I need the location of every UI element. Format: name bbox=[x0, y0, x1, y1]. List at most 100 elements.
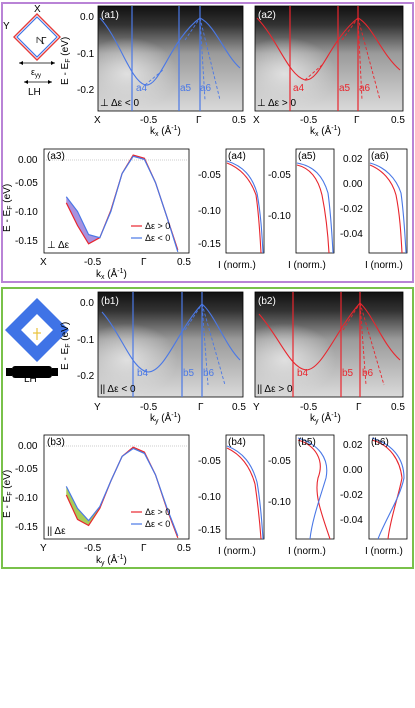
panel-a1: (a1) a4 a5 a6 ⊥ Δε < 0 0.0 -0.1 -0.2 E -… bbox=[60, 5, 246, 138]
a2-cut-a5: a5 bbox=[339, 83, 351, 94]
a2-xtick-3: 0.5 bbox=[391, 115, 405, 126]
a6-xlabel: I (norm.) bbox=[365, 260, 403, 271]
a3-xtick-2: Γ bbox=[141, 257, 147, 268]
panel-a3: (a3) ⊥ Δε Δε > 0 Δε < 0 0.00 -0.05 -0.10… bbox=[2, 148, 191, 281]
a3-label: (a3) bbox=[47, 151, 65, 162]
a3-xtick-0: X bbox=[40, 257, 47, 268]
b3-legend-pos: Δε > 0 bbox=[145, 507, 170, 517]
b1-cut-b6: b6 bbox=[203, 368, 215, 379]
b2-cut-b5: b5 bbox=[342, 368, 354, 379]
a4-ytick-1: -0.10 bbox=[198, 206, 221, 217]
a2-label: (a2) bbox=[258, 10, 276, 21]
a4-ytick-2: -0.15 bbox=[198, 239, 221, 250]
a3-legend-neg: Δε < 0 bbox=[145, 233, 170, 243]
b5-xlabel: I (norm.) bbox=[288, 546, 326, 557]
b2-label: (b2) bbox=[258, 296, 276, 307]
a3-ytick-0: 0.00 bbox=[18, 155, 38, 166]
panel-b2: (b2) b4 b5 b6 || Δε > 0 Y -0.5 Γ 0.5 ky … bbox=[253, 291, 405, 425]
panel-b1: (b1) b4 b5 b6 || Δε < 0 0.0 -0.1 -0.2 E … bbox=[60, 291, 246, 425]
b6-ytick-2: -0.02 bbox=[340, 490, 363, 501]
b5-ytick-0: -0.05 bbox=[268, 456, 291, 467]
a1-xtick-1: -0.5 bbox=[140, 115, 158, 126]
b1-xtick-0: Y bbox=[94, 402, 101, 413]
b5-ytick-1: -0.10 bbox=[268, 497, 291, 508]
b1-cut-b4: b4 bbox=[137, 368, 149, 379]
a2-xtick-2: Γ bbox=[354, 115, 360, 126]
b1-label: (b1) bbox=[101, 296, 119, 307]
a6-ytick-1: 0.00 bbox=[343, 179, 363, 190]
a6-label: (a6) bbox=[371, 151, 389, 162]
a1-ytick-2: -0.2 bbox=[77, 85, 95, 96]
inset-gamma-label: Γ bbox=[41, 36, 47, 47]
bottom-panel-frame bbox=[1, 287, 414, 569]
b2-xtick-2: Γ bbox=[356, 402, 362, 413]
a5-ytick-0: -0.05 bbox=[268, 170, 291, 181]
b2-xtick-0: Y bbox=[253, 402, 260, 413]
a6-ytick-3: -0.04 bbox=[340, 229, 363, 240]
a1-xtick-2: Γ bbox=[196, 115, 202, 126]
a2-xtick-1: -0.5 bbox=[300, 115, 318, 126]
inset-x-label: X bbox=[34, 4, 41, 15]
b1-cut-b5: b5 bbox=[183, 368, 195, 379]
panel-b6: (b6) 0.02 0.00 -0.02 -0.04 I (norm.) bbox=[340, 434, 408, 557]
b3-ytick-2: -0.10 bbox=[15, 493, 38, 504]
a3-xtick-1: -0.5 bbox=[84, 257, 102, 268]
b1-note: || Δε < 0 bbox=[100, 384, 136, 395]
strain-inset-top: X Y Γ εyy LH bbox=[3, 4, 61, 98]
a3-note: ⊥ Δε bbox=[47, 240, 70, 251]
b3-ytick-1: -0.05 bbox=[15, 464, 38, 475]
a3-xlabel: kx (Å-1) bbox=[96, 267, 127, 281]
panel-b3: (b3) || Δε Δε > 0 Δε < 0 0.00 -0.05 -0.1… bbox=[2, 434, 191, 567]
panel-a5: (a5) -0.05 -0.10 I (norm.) bbox=[268, 148, 335, 271]
a2-xlabel: kx (Å-1) bbox=[310, 124, 341, 138]
a3-xtick-3: 0.5 bbox=[177, 257, 191, 268]
top-panel-frame bbox=[1, 2, 414, 283]
a5-label: (a5) bbox=[298, 151, 316, 162]
a1-ytick-1: -0.1 bbox=[77, 49, 95, 60]
panel-a2: (a2) a4 a5 a6 ⊥ Δε > 0 X -0.5 Γ 0.5 kx (… bbox=[253, 5, 405, 138]
a1-cut-a5: a5 bbox=[180, 83, 192, 94]
a1-note: ⊥ Δε < 0 bbox=[100, 98, 139, 109]
inset-strain-label: εyy bbox=[31, 67, 41, 79]
a1-xlabel: kx (Å-1) bbox=[150, 124, 181, 138]
b1-ylabel: E - EF (eV) bbox=[60, 322, 72, 370]
a1-label: (a1) bbox=[101, 10, 119, 21]
b6-label: (b6) bbox=[371, 437, 389, 448]
a3-ytick-3: -0.15 bbox=[15, 236, 38, 247]
b6-ytick-0: 0.02 bbox=[343, 440, 363, 451]
b3-xlabel: ky (Å-1) bbox=[96, 553, 127, 567]
a4-label: (a4) bbox=[228, 151, 246, 162]
b3-ytick-3: -0.15 bbox=[15, 522, 38, 533]
a5-ytick-1: -0.10 bbox=[268, 211, 291, 222]
a1-ytick-0: 0.0 bbox=[80, 12, 94, 23]
b2-xlabel: ky (Å-1) bbox=[310, 411, 341, 425]
panel-a4: (a4) -0.05 -0.10 -0.15 I (norm.) bbox=[198, 148, 265, 271]
b4-xlabel: I (norm.) bbox=[218, 546, 256, 557]
a1-ylabel: E - EF (eV) bbox=[60, 37, 72, 85]
b3-xtick-0: Y bbox=[40, 543, 47, 554]
b5-label: (b5) bbox=[298, 437, 316, 448]
b6-xlabel: I (norm.) bbox=[365, 546, 403, 557]
a3-ytick-1: -0.05 bbox=[15, 178, 38, 189]
b3-ytick-0: 0.00 bbox=[18, 441, 38, 452]
b3-legend-neg: Δε < 0 bbox=[145, 519, 170, 529]
b2-xtick-1: -0.5 bbox=[300, 402, 318, 413]
b4-ytick-1: -0.10 bbox=[198, 492, 221, 503]
a6-ytick-0: 0.02 bbox=[343, 154, 363, 165]
panel-b4: (b4) -0.05 -0.10 -0.15 I (norm.) bbox=[198, 434, 265, 557]
b2-cut-b4: b4 bbox=[297, 368, 309, 379]
b3-xtick-2: Γ bbox=[141, 543, 147, 554]
b3-ylabel: E - EF (eV) bbox=[2, 470, 14, 518]
inset-y-label: Y bbox=[3, 21, 10, 32]
b4-label: (b4) bbox=[228, 437, 246, 448]
a5-xlabel: I (norm.) bbox=[288, 260, 326, 271]
a6-ytick-2: -0.02 bbox=[340, 204, 363, 215]
a4-ytick-0: -0.05 bbox=[198, 170, 221, 181]
b2-cut-b6: b6 bbox=[362, 368, 374, 379]
a1-xtick-3: 0.5 bbox=[232, 115, 246, 126]
b3-note: || Δε bbox=[47, 526, 66, 537]
b1-xlabel: ky (Å-1) bbox=[150, 411, 181, 425]
b4-ytick-0: -0.05 bbox=[198, 456, 221, 467]
a3-ytick-2: -0.10 bbox=[15, 207, 38, 218]
b2-xtick-3: 0.5 bbox=[391, 402, 405, 413]
